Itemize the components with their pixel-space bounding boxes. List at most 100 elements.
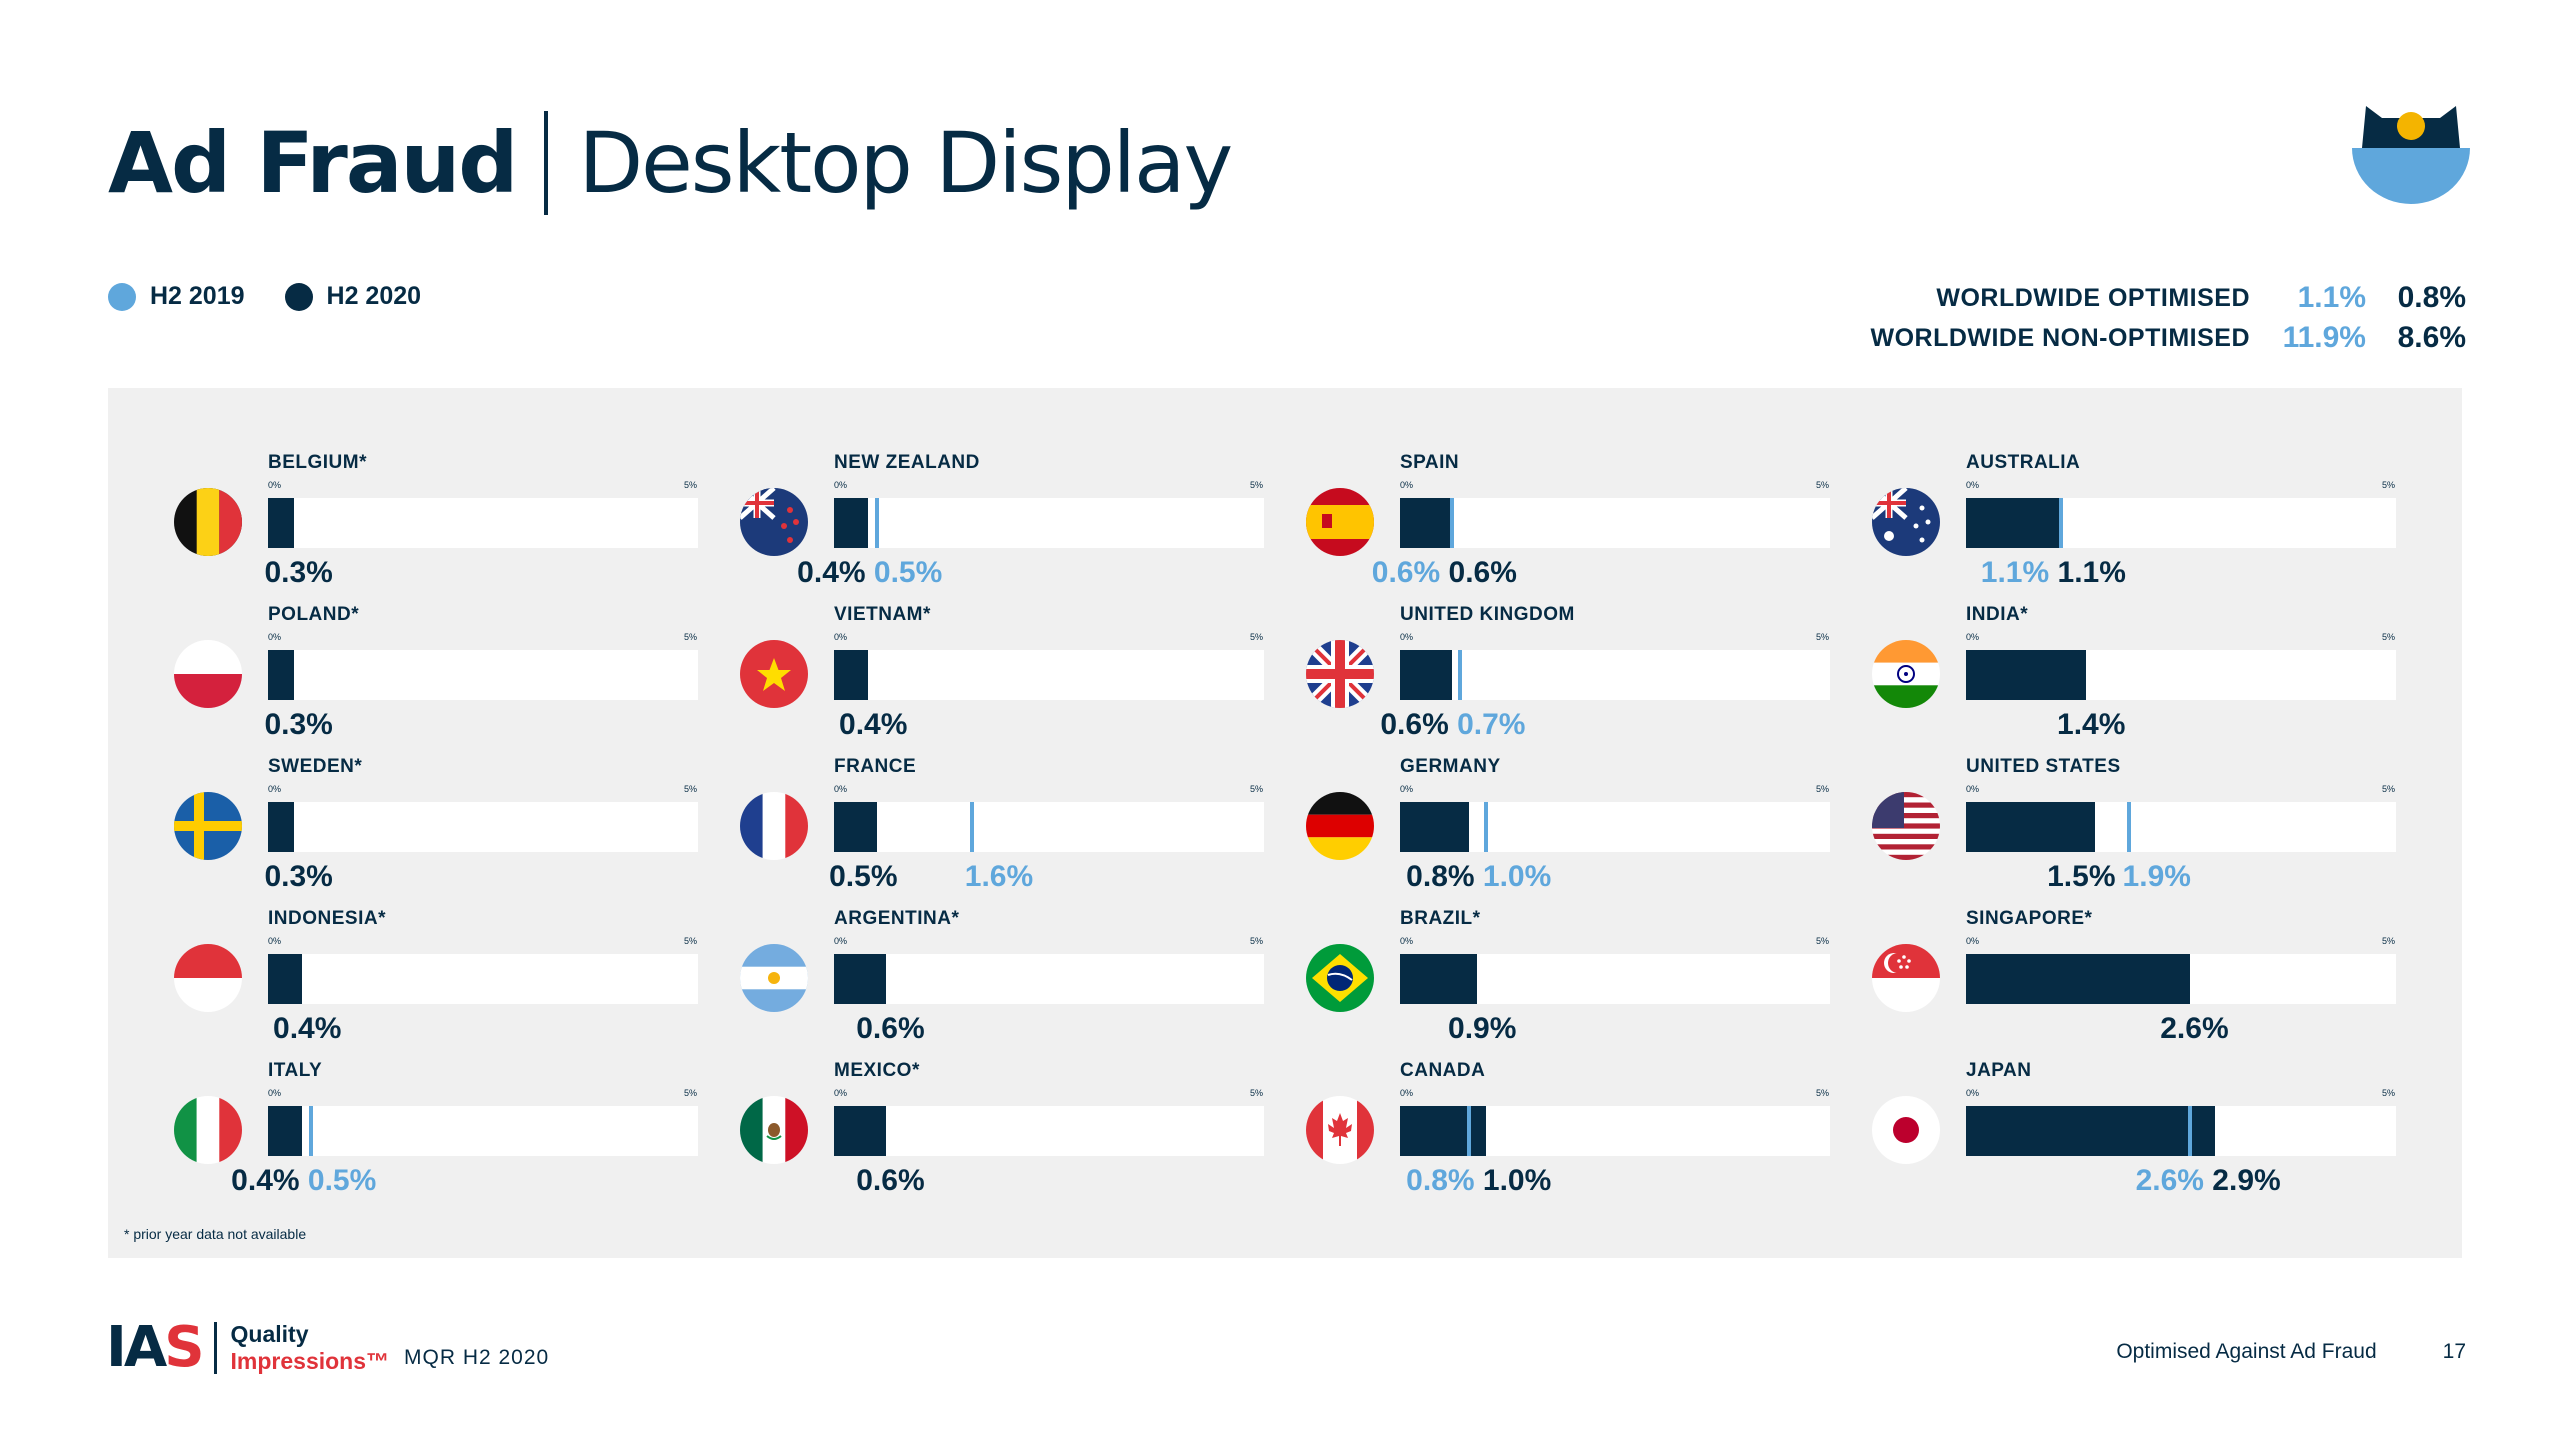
value-label-pair: 0.8% 1.0% <box>1406 1164 1551 1198</box>
country-cell: FRANCE 0% 5% 0.5% 1.6% <box>674 692 1264 893</box>
quality-impressions-logo: Quality Impressions™ <box>231 1321 390 1375</box>
axis-min-tick: 0% <box>834 936 848 946</box>
country-cell: UNITED STATES 0% 5% 1.5% 1.9% <box>1806 692 2396 893</box>
axis-max-tick: 5% <box>2382 480 2396 490</box>
ias-owl-icon <box>2352 96 2470 206</box>
value-label-h2-2020: 0.3% <box>264 708 333 741</box>
value-label-h2-2019: 0.8% <box>1406 1164 1475 1197</box>
bar-h2-2020 <box>834 498 869 548</box>
country-cell: SWEDEN* 0% 5% 0.3% <box>108 692 698 893</box>
sweden-flag-icon <box>174 792 242 860</box>
bar-track <box>268 498 698 548</box>
marker-h2-2019 <box>309 1106 313 1156</box>
bar-h2-2020 <box>1400 1106 1486 1156</box>
value-label-pair: 0.6% 0.6% <box>1372 556 1517 590</box>
value-label-h2-2020: 0.9% <box>1448 1012 1517 1045</box>
country-cell: AUSTRALIA 0% 5% 1.1% 1.1% <box>1806 388 2396 589</box>
country-name: SPAIN <box>1400 452 1460 473</box>
axis-max-tick: 5% <box>684 1088 698 1098</box>
brazil-flag-icon <box>1306 944 1374 1012</box>
value-label-h2-2020: 0.5% <box>829 860 898 893</box>
value-label-h2-2020: 2.9% <box>2212 1164 2281 1197</box>
report-name: MQR H2 2020 <box>404 1346 550 1369</box>
value-label-h2-2020: 1.0% <box>1482 1164 1552 1197</box>
logo-divider <box>213 1321 217 1374</box>
bar-h2-2020 <box>1966 1106 2216 1156</box>
germany-flag-icon <box>1306 792 1374 860</box>
marker-h2-2019 <box>2058 498 2063 548</box>
bar-h2-2020 <box>1966 954 2190 1004</box>
footer-right: Optimised Against Ad Fraud 17 <box>2116 1340 2466 1364</box>
country-cell: INDONESIA* 0% 5% 0.4% <box>108 844 698 1045</box>
bar-h2-2020 <box>1400 802 1469 852</box>
axis-max-tick: 5% <box>1250 936 1264 946</box>
bar-h2-2020 <box>834 954 886 1004</box>
worldwide-summary: WORLDWIDE OPTIMISED 1.1% 0.8% WORLDWIDE … <box>1870 278 2466 358</box>
axis-min-tick: 0% <box>1966 1088 1980 1098</box>
marker-h2-2019 <box>875 498 879 548</box>
logo-line1: Quality <box>230 1320 309 1347</box>
country-cell: VIETNAM* 0% 5% 0.4% <box>674 540 1264 741</box>
title-sub: Desktop Display <box>578 114 1233 212</box>
axis-min-tick: 0% <box>1400 936 1414 946</box>
bar-h2-2020 <box>268 498 294 548</box>
bar-track <box>1400 802 1830 852</box>
country-cell: ITALY 0% 5% 0.4% 0.5% <box>108 996 698 1197</box>
country-name: GERMANY <box>1400 756 1501 777</box>
page-number: 17 <box>2442 1340 2466 1363</box>
value-label-h2-2020: 0.3% <box>264 860 333 893</box>
marker-h2-2019 <box>1458 650 1463 700</box>
axis-max-tick: 5% <box>684 936 698 946</box>
bar-track <box>268 954 698 1004</box>
value-label-h2-2020: 0.6% <box>1448 556 1517 589</box>
axis-min-tick: 0% <box>834 480 848 490</box>
marker-h2-2019 <box>969 802 974 852</box>
country-name: JAPAN <box>1966 1060 2032 1081</box>
legend-item-h2-2019: H2 2019 <box>108 282 245 311</box>
worldwide-label: WORLDWIDE NON-OPTIMISED <box>1870 323 2250 352</box>
axis-min-tick: 0% <box>268 1088 282 1098</box>
bar-track <box>268 1106 698 1156</box>
bar-h2-2020 <box>1966 650 2087 700</box>
argentina-flag-icon <box>740 944 808 1012</box>
value-label-h2-2020: 2.6% <box>2160 1012 2229 1045</box>
bar-track <box>1966 498 2396 548</box>
axis-max-tick: 5% <box>1816 1088 1830 1098</box>
country-cell: GERMANY 0% 5% 0.8% 1.0% <box>1240 692 1830 893</box>
bar-h2-2020 <box>268 1106 303 1156</box>
axis-min-tick: 0% <box>1966 936 1980 946</box>
legend-item-h2-2020: H2 2020 <box>284 282 421 311</box>
worldwide-non-optimised-row: WORLDWIDE NON-OPTIMISED 11.9% 8.6% <box>1870 318 2466 358</box>
country-name: MEXICO* <box>834 1060 920 1081</box>
new-zealand-flag-icon <box>740 488 808 556</box>
country-name: POLAND* <box>268 604 360 625</box>
axis-min-tick: 0% <box>268 632 282 642</box>
axis-min-tick: 0% <box>834 1088 848 1098</box>
axis-max-tick: 5% <box>684 632 698 642</box>
bar-track <box>1966 802 2396 852</box>
country-cell: SINGAPORE* 0% 5% 2.6% <box>1806 844 2396 1045</box>
value-label-h2-2020: 0.8% <box>1406 860 1475 893</box>
value-label-h2-2019: 0.6% <box>1371 556 1441 589</box>
bar-h2-2020 <box>1966 498 2061 548</box>
japan-flag-icon <box>1872 1096 1940 1164</box>
marker-h2-2019 <box>1484 802 1488 852</box>
country-name: BRAZIL* <box>1400 908 1481 929</box>
country-cell: POLAND* 0% 5% 0.3% <box>108 540 698 741</box>
bar-h2-2020 <box>1966 802 2095 852</box>
marker-h2-2019 <box>2187 1106 2192 1156</box>
country-cell: NEW ZEALAND 0% 5% 0.4% 0.5% <box>674 388 1264 589</box>
axis-max-tick: 5% <box>1250 632 1264 642</box>
value-label-h2-2019: 0.5% <box>873 556 943 589</box>
value-label-h2-2019: 0.7% <box>1457 708 1526 741</box>
value-label-h2-2019: 0.5% <box>307 1164 377 1197</box>
bar-h2-2020 <box>834 650 869 700</box>
india-flag-icon <box>1872 640 1940 708</box>
worldwide-label: WORLDWIDE OPTIMISED <box>1936 283 2250 312</box>
mexico-flag-icon <box>740 1096 808 1164</box>
axis-min-tick: 0% <box>1400 632 1414 642</box>
bar-track <box>1400 650 1830 700</box>
axis-min-tick: 0% <box>268 936 282 946</box>
value-label-h2-2020: 0.4% <box>273 1012 342 1045</box>
axis-min-tick: 0% <box>1400 784 1414 794</box>
